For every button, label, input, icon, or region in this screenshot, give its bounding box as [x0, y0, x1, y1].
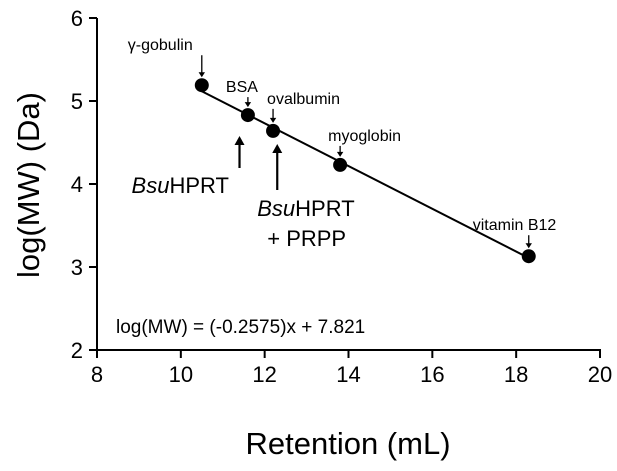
x-axis-title: Retention (mL)	[245, 426, 450, 461]
point-arrow-3-head	[336, 151, 344, 157]
point-arrow-0-head	[198, 72, 205, 78]
x-tick-label-8: 8	[91, 362, 103, 387]
x-tick-label-16: 16	[420, 362, 444, 387]
point-arrow-1-head	[244, 102, 252, 108]
x-tick-label-14: 14	[336, 362, 360, 387]
point-annotations: γ-gobulin BSA ovalbumin myoglobin vitamin B1…	[128, 37, 557, 249]
point-label-0: γ-gobulin	[128, 37, 193, 54]
x-tick-label-12: 12	[252, 362, 276, 387]
x-tick-label-10: 10	[169, 362, 193, 387]
data-point-3	[333, 157, 348, 172]
data-point-1	[240, 108, 255, 123]
marker-arrow-head-0	[234, 136, 245, 145]
point-arrow-2-head	[269, 117, 277, 123]
marker-label-italic-1: Bsu	[257, 196, 295, 221]
data-points	[194, 78, 536, 264]
data-point-2	[266, 123, 281, 138]
marker-label-rest-1: HPRT	[295, 196, 355, 221]
marker-label-1: BsuHPRT	[257, 196, 354, 221]
y-tick-label-2: 2	[71, 338, 83, 363]
fit-line	[201, 90, 530, 259]
axes: 8 10 12 14 16 18 20 2 3 4 5 6	[71, 6, 612, 387]
marker-label-rest-0: HPRT	[169, 173, 229, 198]
data-point-0	[194, 78, 209, 93]
data-point-4	[521, 249, 536, 264]
y-tick-label-3: 3	[71, 255, 83, 280]
x-tick-label-18: 18	[504, 362, 528, 387]
y-tick-label-5: 5	[71, 89, 83, 114]
point-label-1: BSA	[226, 79, 258, 96]
marker-arrow-head-1	[272, 144, 283, 153]
marker-label-0: BsuHPRT	[132, 173, 229, 198]
marker-label-italic-0: Bsu	[132, 173, 170, 198]
y-tick-label-4: 4	[71, 172, 83, 197]
fit-line-group	[201, 90, 530, 259]
regression-equation: log(MW) = (-0.2575)x + 7.821	[116, 317, 365, 338]
marker-label-line2-1: + PRPP	[267, 226, 346, 251]
point-label-4: vitamin B12	[473, 217, 557, 234]
y-axis-title: log(MW) (Da)	[11, 92, 46, 278]
y-tick-label-6: 6	[71, 6, 83, 31]
point-label-2: ovalbumin	[267, 91, 340, 108]
x-tick-label-20: 20	[588, 362, 612, 387]
point-label-3: myoglobin	[328, 128, 401, 145]
point-arrow-4-head	[525, 243, 532, 249]
